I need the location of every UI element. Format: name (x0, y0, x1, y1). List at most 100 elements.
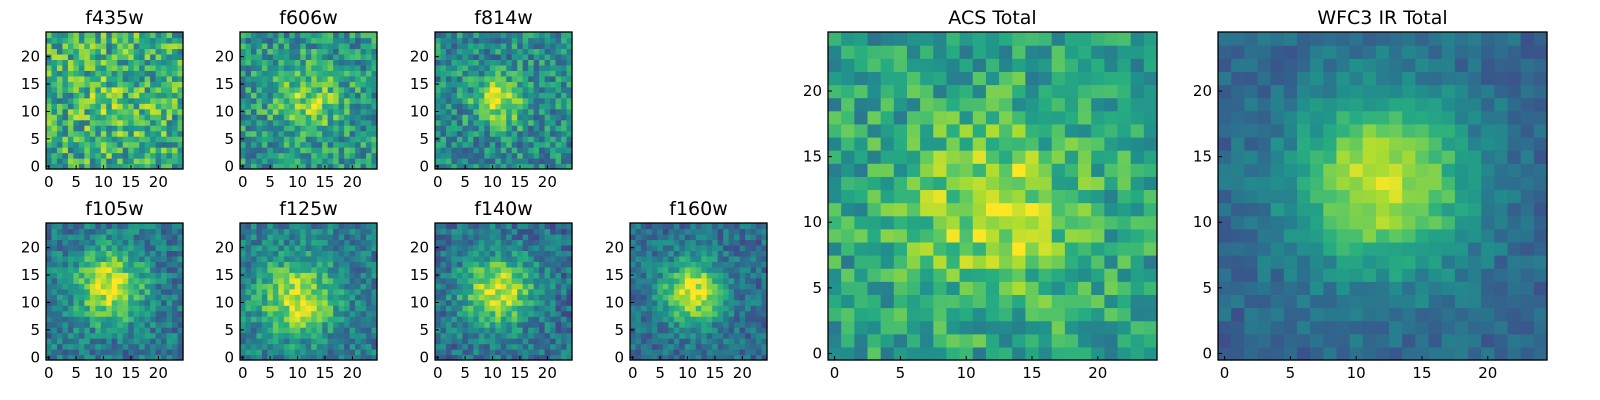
heat-cell (473, 299, 480, 306)
heat-cell (635, 349, 642, 356)
heat-cell (467, 48, 474, 55)
heat-cell (155, 255, 162, 262)
heat-cell (462, 228, 469, 235)
heat-cell (544, 228, 551, 235)
heat-cell (657, 223, 664, 230)
heat-cell (756, 321, 763, 328)
heat-cell (646, 316, 653, 323)
heat-cell (256, 147, 263, 154)
heat-cell (539, 343, 546, 350)
heat-cell (690, 239, 697, 246)
heat-cell (456, 321, 463, 328)
heat-cell (360, 141, 367, 148)
heat-cell (100, 338, 107, 345)
heat-cell (528, 130, 535, 137)
heat-cell (161, 294, 168, 301)
heat-cell (366, 343, 373, 350)
heat-cell (717, 305, 724, 312)
heat-cell (166, 97, 173, 104)
heat-cell (327, 316, 334, 323)
heat-cell (51, 32, 58, 39)
heat-cell (566, 321, 573, 328)
heat-cell (311, 332, 318, 339)
heat-cell (517, 332, 524, 339)
heat-cell (289, 103, 296, 110)
heat-cell (761, 261, 768, 268)
heat-cell (920, 307, 934, 322)
heat-cell (117, 349, 124, 356)
heat-cell (67, 64, 74, 71)
heat-cell (478, 228, 485, 235)
heat-cell (272, 64, 279, 71)
heat-cell (451, 147, 458, 154)
heat-cell (78, 277, 85, 284)
heat-cell (338, 158, 345, 165)
heat-cell (550, 108, 557, 115)
heat-cell (467, 92, 474, 99)
heat-cell (761, 255, 768, 262)
heat-cell (250, 86, 258, 93)
heat-cell (684, 255, 691, 262)
heat-cell (522, 228, 529, 235)
heat-cell (322, 343, 329, 350)
heat-cell (550, 233, 557, 241)
heat-cell (1117, 215, 1132, 230)
heat-cell (278, 223, 285, 230)
heat-cell (489, 119, 496, 126)
heat-cell (89, 239, 96, 246)
heat-cell (920, 241, 934, 256)
heat-cell (959, 176, 974, 191)
heat-cell (333, 310, 340, 317)
heat-cell (89, 223, 96, 230)
heat-cell (89, 32, 96, 39)
heat-cell (555, 261, 562, 268)
heat-cell (946, 320, 961, 335)
heat-cell (750, 338, 757, 345)
heat-cell (139, 283, 146, 290)
heat-cell (62, 86, 69, 93)
heat-cell (272, 48, 279, 55)
heat-cell (451, 70, 458, 77)
heat-cell (261, 108, 268, 115)
heat-cell (999, 346, 1013, 361)
heat-cell (250, 349, 258, 356)
heat-cell (467, 64, 474, 71)
heat-cell (1051, 294, 1066, 309)
heat-cell (495, 114, 502, 121)
heat-cell (828, 215, 842, 230)
heat-cell (473, 316, 480, 323)
heat-cell (366, 288, 373, 295)
heat-cell (355, 332, 362, 339)
heat-cell (344, 37, 351, 44)
heat-cell (635, 338, 642, 345)
heat-cell (522, 136, 529, 143)
heat-cell (177, 163, 184, 170)
heat-cell (245, 277, 252, 284)
heat-cell (327, 332, 334, 339)
heat-cell (62, 114, 69, 121)
heat-cell (684, 244, 691, 251)
heat-cell (1051, 320, 1066, 335)
heat-cell (261, 147, 268, 154)
heat-cell (495, 255, 502, 262)
heat-cell (278, 338, 285, 345)
heat-cell (78, 37, 85, 44)
heat-cell (566, 255, 573, 262)
heat-cell (854, 307, 869, 322)
heat-cell (51, 152, 58, 159)
heat-cell (51, 64, 58, 71)
heat-cell (122, 92, 129, 99)
heat-cell (695, 327, 702, 334)
heat-cell (166, 37, 173, 44)
x-tick-label: 0 (433, 364, 443, 382)
heat-cell (106, 86, 113, 93)
heat-cell (300, 32, 307, 39)
heat-cell (272, 81, 279, 88)
heat-cell (161, 163, 168, 170)
heat-cell (172, 223, 179, 230)
heat-cell (327, 244, 334, 251)
heat-cell (462, 64, 469, 71)
heat-cell (1117, 136, 1132, 151)
heat-cell (166, 53, 173, 60)
heat-cell (445, 64, 453, 71)
